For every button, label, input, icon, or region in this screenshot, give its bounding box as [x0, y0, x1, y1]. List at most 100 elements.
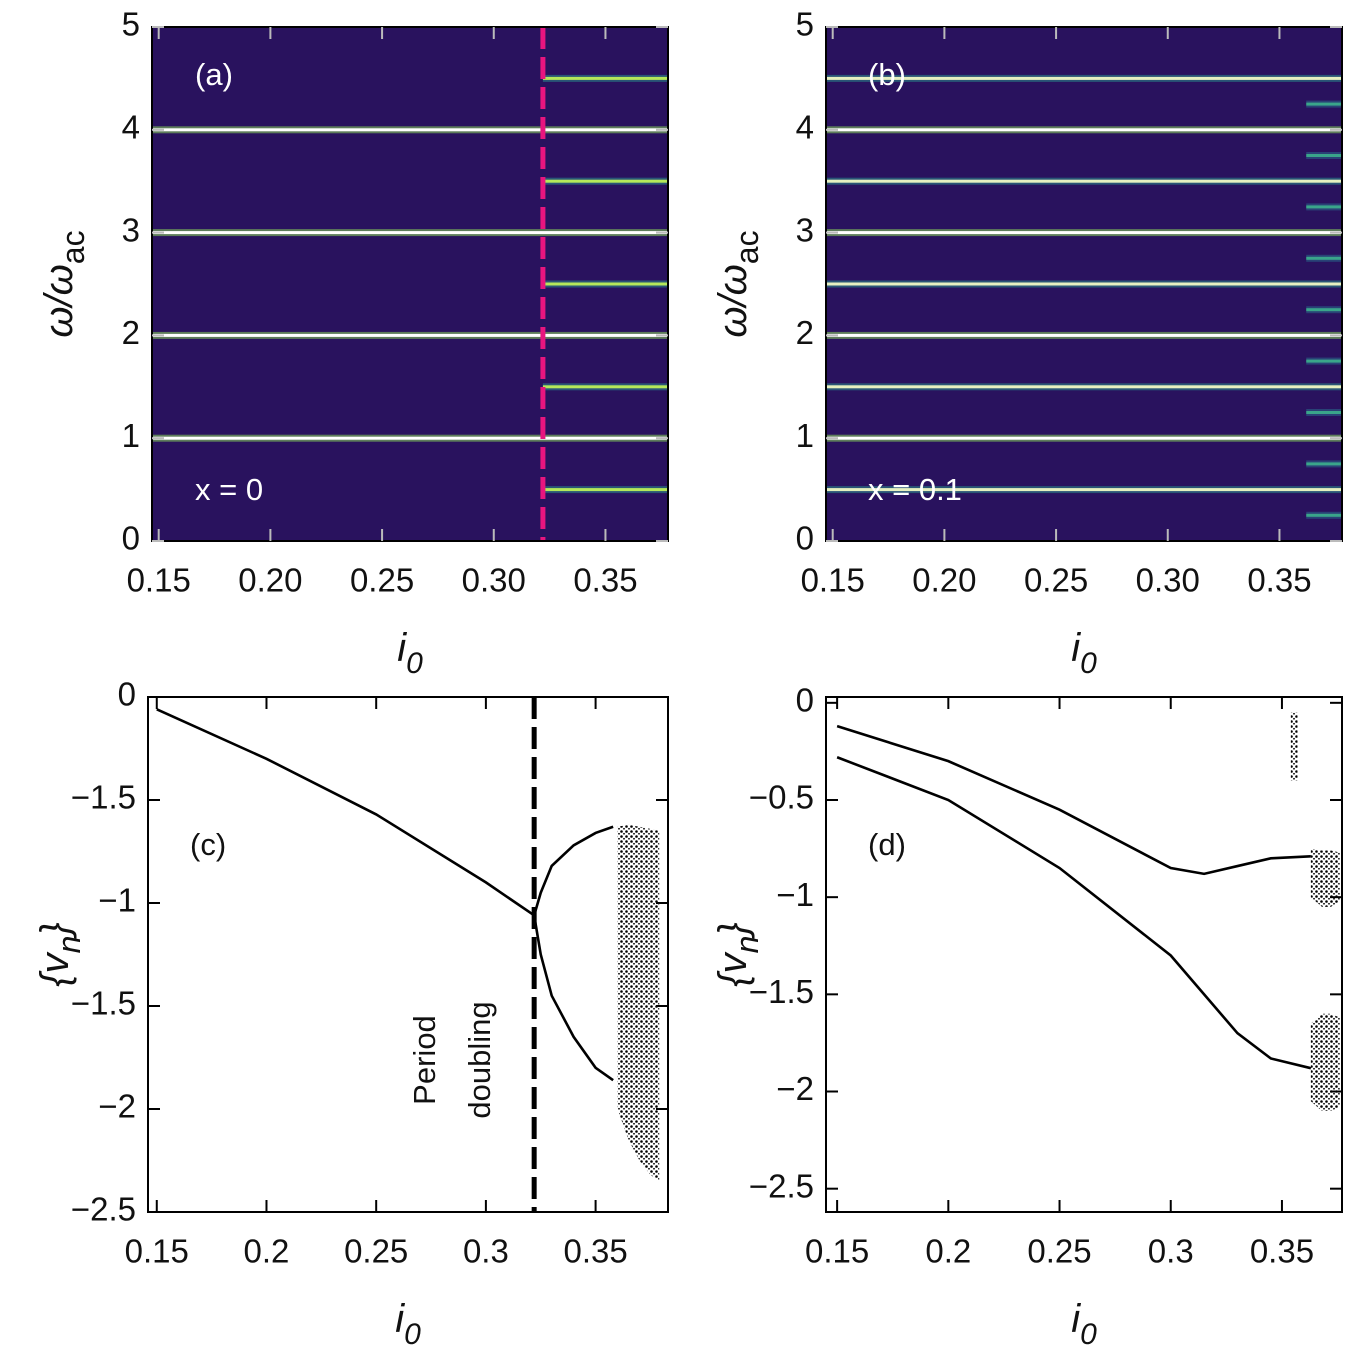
harmonic-line	[152, 128, 668, 132]
panel-label: (c)	[190, 827, 226, 862]
y-label-main: {v	[33, 951, 77, 986]
x-axis-label: i0	[1071, 626, 1097, 680]
chaotic-band	[1310, 1013, 1340, 1111]
axes-frame	[147, 696, 669, 1213]
harmonic-line	[152, 436, 668, 440]
harmonic-line	[826, 436, 1342, 440]
y-label-end: }	[711, 922, 755, 939]
branch-line	[836, 724, 1311, 876]
x-tick-label: 0.25	[1027, 1233, 1091, 1270]
y-tick-label: −1.5	[71, 985, 136, 1022]
harmonic-line	[1306, 308, 1342, 312]
y-tick-label: 2	[122, 314, 140, 351]
x-tick-label: 0.2	[925, 1233, 971, 1270]
y-tick-label: 0	[796, 682, 814, 719]
y-axis-label: ω/ωac	[37, 230, 91, 337]
x-tick-label: 0.15	[801, 562, 865, 599]
harmonic-line	[826, 282, 1342, 286]
harmonic-line	[826, 385, 1342, 389]
x-tick-label: 0.15	[805, 1233, 869, 1270]
x-tick-label: 0.30	[1136, 562, 1200, 599]
x-tick-label: 0.35	[1247, 562, 1311, 599]
harmonic-line	[542, 385, 668, 389]
harmonic-line	[1306, 359, 1342, 363]
harmonic-line	[1306, 256, 1342, 260]
harmonic-line	[826, 231, 1342, 235]
harmonic-line	[1306, 411, 1342, 414]
y-tick-label: 1	[796, 417, 814, 454]
y-label-sub: ac	[55, 230, 91, 264]
y-label-sub: n	[51, 936, 87, 954]
y-tick-label: −2	[98, 1088, 136, 1125]
y-tick-label: −1	[98, 882, 136, 919]
y-tick-label: −1.5	[749, 973, 814, 1010]
y-tick-label: 1	[122, 417, 140, 454]
y-axis-label: {vn}	[33, 922, 87, 987]
x-label-sub: 0	[1080, 1318, 1097, 1350]
harmonic-line	[1306, 205, 1342, 209]
x-label-main: i	[1071, 1297, 1081, 1341]
x-label-main: i	[395, 1297, 405, 1341]
y-tick-label: −2.5	[749, 1167, 814, 1204]
x-label-sub: 0	[1080, 647, 1097, 680]
harmonic-line	[826, 128, 1342, 132]
x-label-sub: 0	[406, 647, 423, 680]
x-tick-label: 0.20	[238, 562, 302, 599]
panel-label: (b)	[868, 57, 906, 92]
panel-annotation: x = 0.1	[868, 472, 962, 507]
panel-label: (d)	[868, 827, 906, 862]
period-doubling-note: doubling	[462, 1001, 497, 1118]
x-label-main: i	[1071, 626, 1081, 670]
y-tick-label: −2.5	[71, 1191, 136, 1228]
x-tick-label: 0.15	[125, 1233, 189, 1270]
x-label-main: i	[397, 626, 407, 670]
y-tick-label: 0	[796, 520, 814, 557]
y-label-end: }	[33, 922, 77, 939]
harmonic-line	[542, 179, 668, 183]
y-tick-label: 3	[122, 211, 140, 248]
period-doubling-note: Period	[407, 1015, 442, 1105]
y-tick-label: 4	[122, 109, 140, 146]
harmonic-line	[826, 76, 1342, 80]
y-axis-label: ω/ωac	[711, 230, 765, 337]
chaotic-band	[1310, 848, 1340, 907]
axes-frame	[151, 26, 669, 542]
chaotic-band	[1290, 712, 1298, 781]
branch-line	[532, 915, 614, 1082]
chaotic-band	[617, 824, 660, 1182]
harmonic-line	[826, 488, 1342, 492]
harmonic-line	[152, 333, 668, 337]
x-tick-label: 0.35	[1250, 1233, 1314, 1270]
y-tick-label: 3	[796, 211, 814, 248]
x-tick-label: 0.25	[1024, 562, 1088, 599]
y-tick-label: −1	[776, 876, 814, 913]
panel-label: (a)	[195, 57, 233, 92]
y-tick-label: 5	[122, 6, 140, 43]
harmonic-line	[542, 282, 668, 286]
y-axis-label: {vn}	[711, 922, 765, 987]
axes-frame	[825, 696, 1343, 1213]
x-label-sub: 0	[404, 1318, 421, 1350]
x-axis-label: i0	[1071, 1297, 1097, 1350]
x-tick-label: 0.25	[350, 562, 414, 599]
x-tick-label: 0.35	[573, 562, 637, 599]
y-label-main: ω/ω	[711, 264, 755, 337]
y-label-main: ω/ω	[37, 264, 81, 337]
harmonic-line	[1306, 513, 1342, 517]
x-tick-label: 0.15	[127, 562, 191, 599]
x-tick-label: 0.3	[463, 1233, 509, 1270]
y-tick-label: 0	[122, 520, 140, 557]
y-label-main: {v	[711, 951, 755, 986]
harmonic-line	[1306, 462, 1342, 466]
x-axis-label: i0	[395, 1297, 421, 1350]
axes-frame	[825, 26, 1343, 542]
y-tick-label: −1.5	[71, 779, 136, 816]
x-tick-label: 0.20	[912, 562, 976, 599]
harmonic-line	[826, 179, 1342, 183]
y-tick-label: 4	[796, 109, 814, 146]
x-tick-label: 0.3	[1148, 1233, 1194, 1270]
harmonic-line	[542, 488, 668, 492]
